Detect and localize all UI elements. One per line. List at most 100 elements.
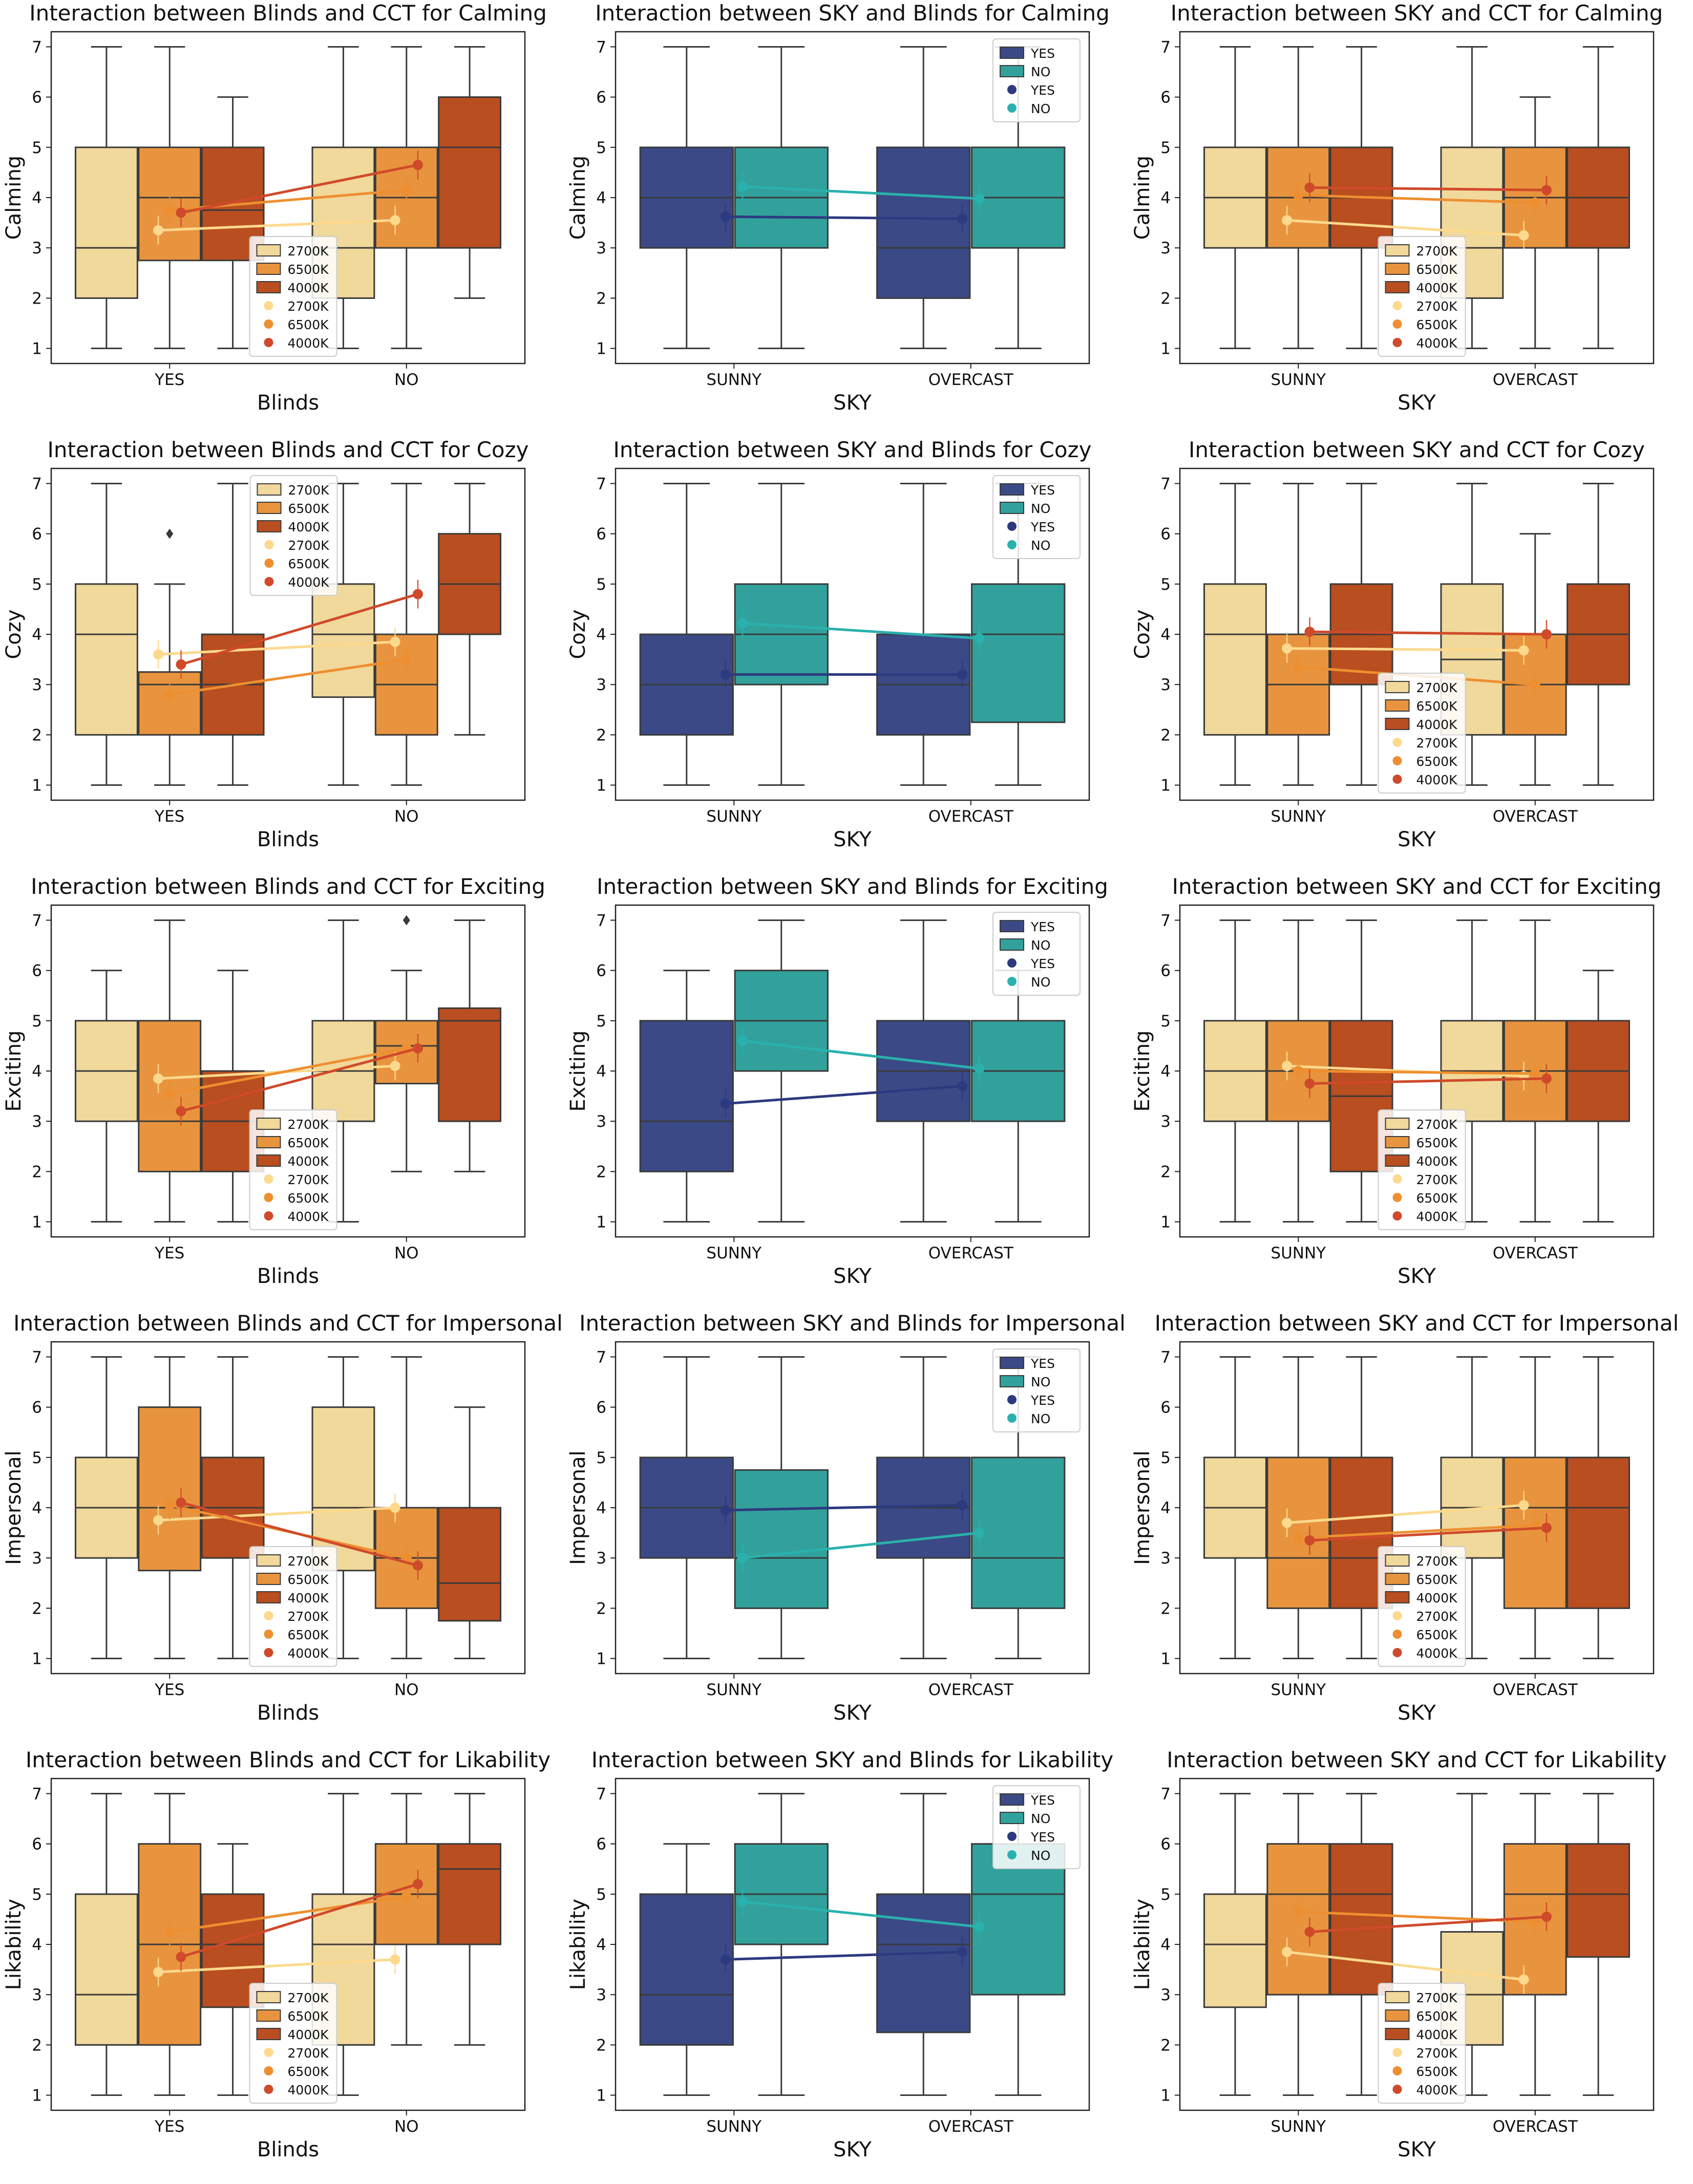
legend-swatch-point — [1392, 1630, 1402, 1639]
legend-label: 6500K — [1416, 317, 1458, 332]
legend-swatch-point — [1007, 103, 1017, 113]
legend-swatch-box — [1000, 920, 1024, 932]
mean-line-4000k — [180, 1047, 418, 1112]
legend-label: YES — [1030, 46, 1055, 61]
legend-label: NO — [1031, 1811, 1050, 1826]
mean-line-6500k — [1298, 1524, 1535, 1539]
y-axis-label: Cozy — [566, 609, 590, 659]
y-tick-label: 4 — [32, 1499, 42, 1517]
box-6500k-no — [374, 1792, 438, 2046]
legend-swatch-point — [264, 540, 274, 549]
box-4000k-overcast — [1567, 46, 1631, 350]
box-iqr — [1567, 1457, 1631, 1609]
box-4000k-no — [438, 482, 502, 736]
mean-point-yes-overcast — [957, 1081, 968, 1091]
mean-point-6500k-yes — [164, 1500, 175, 1511]
mean-point-2700k-yes — [153, 1515, 164, 1526]
mean-line-2700k — [158, 640, 395, 656]
mean-point-no-overcast — [974, 1528, 985, 1538]
mean-point-4000k-sunny — [1304, 182, 1315, 193]
x-tick-label: SUNNY — [706, 1681, 761, 1699]
legend-swatch-box — [1000, 1812, 1024, 1824]
mean-point-4000k-overcast — [1541, 185, 1552, 196]
legend: 2700K 6500K 4000K 2700K 6500K 4000K — [249, 236, 337, 357]
box-2700k-yes — [74, 482, 138, 786]
mean-line-no — [742, 185, 980, 200]
legend-label: YES — [1030, 1393, 1055, 1408]
mean-point-6500k-sunny — [1293, 1532, 1304, 1543]
box-4000k-overcast — [1567, 1356, 1631, 1660]
x-axis-label: SKY — [833, 2138, 872, 2161]
box-iqr — [74, 1893, 138, 2046]
mean-point-2700k-no — [390, 215, 400, 226]
chart-svg: Interaction between SKY and Blinds for E… — [566, 874, 1108, 1288]
legend-label: 4000K — [288, 336, 329, 351]
y-tick-label: 6 — [596, 525, 606, 544]
legend-frame — [992, 1785, 1081, 1869]
y-tick-label: 2 — [1160, 2036, 1171, 2054]
box-no-overcast — [971, 1356, 1066, 1660]
mean-point-4000k-sunny — [1304, 1078, 1315, 1089]
legend-label: YES — [1030, 520, 1055, 534]
chart-svg: Interaction between SKY and CCT for Impe… — [1131, 1311, 1679, 1725]
y-tick-label: 2 — [596, 2036, 606, 2054]
y-tick-label: 2 — [32, 726, 42, 744]
box-yes-sunny — [639, 1356, 734, 1660]
mean-line-no — [742, 1531, 980, 1559]
legend-swatch-point — [264, 1611, 273, 1620]
legend-swatch-box — [1000, 65, 1024, 77]
legend-label: 6500K — [1416, 1191, 1458, 1206]
y-tick-label: 4 — [32, 1062, 42, 1081]
legend-label: 4000K — [1416, 2083, 1458, 2097]
mean-line-yes — [725, 1951, 963, 1961]
mean-line-4000k — [1309, 630, 1547, 636]
y-axis-label: Impersonal — [1131, 1450, 1154, 1565]
legend-swatch-point — [1392, 1648, 1402, 1657]
legend-label: NO — [1031, 101, 1050, 116]
chart-panel: Interaction between SKY and Blinds for C… — [564, 0, 1129, 437]
legend-frame — [992, 475, 1081, 559]
mean-point-no-sunny — [737, 618, 748, 629]
chart-panel: Interaction between SKY and CCT for Calm… — [1129, 0, 1693, 437]
legend-label: 2700K — [288, 1990, 329, 2005]
legend-swatch-box — [1000, 1357, 1024, 1369]
y-tick-label: 2 — [1160, 1163, 1171, 1181]
mean-line-4000k — [1309, 1077, 1547, 1085]
box-iqr — [74, 146, 138, 299]
x-tick-label: YES — [154, 371, 184, 389]
chart-panel: Interaction between Blinds and CCT for L… — [0, 1747, 564, 2183]
legend-swatch-box — [256, 263, 281, 275]
chart-svg: Interaction between Blinds and CCT for L… — [2, 1747, 551, 2161]
y-tick-label: 7 — [32, 911, 42, 930]
y-tick-label: 6 — [1160, 962, 1171, 980]
x-tick-label: OVERCAST — [928, 2117, 1014, 2136]
box-4000k-overcast — [1567, 482, 1631, 786]
box-no-sunny — [734, 46, 829, 350]
legend-label: NO — [1031, 938, 1050, 953]
legend-swatch-box — [1385, 2009, 1410, 2022]
box-2700k-sunny — [1203, 482, 1267, 786]
x-tick-label: OVERCAST — [928, 807, 1014, 826]
mean-point-6500k-sunny — [1293, 1907, 1304, 1917]
box-4000k-yes — [201, 1356, 265, 1660]
mean-point-yes-overcast — [957, 1946, 968, 1957]
box-iqr — [438, 96, 502, 249]
mean-point-4000k-yes — [176, 1106, 186, 1117]
y-tick-label: 2 — [1160, 289, 1171, 308]
x-tick-label: SUNNY — [1271, 2117, 1326, 2136]
box-4000k-no — [438, 46, 502, 299]
box-yes-overcast — [876, 919, 971, 1223]
chart-svg: Interaction between SKY and Blinds for L… — [566, 1747, 1113, 2161]
box-4000k-no — [438, 1406, 502, 1660]
y-tick-label: 7 — [596, 1785, 606, 1803]
outlier-point — [403, 915, 410, 926]
legend-label: NO — [1031, 1848, 1050, 1863]
legend-swatch-box — [1385, 263, 1410, 275]
legend-label: 6500K — [288, 1572, 329, 1587]
mean-point-no-overcast — [974, 193, 985, 204]
chart-title: Interaction between SKY and Blinds for L… — [591, 1747, 1113, 1772]
mean-line-6500k — [1298, 194, 1535, 204]
box-no-sunny — [734, 1792, 829, 2096]
chart-title: Interaction between Blinds and CCT for L… — [26, 1747, 551, 1772]
y-tick-label: 3 — [596, 1986, 606, 2004]
